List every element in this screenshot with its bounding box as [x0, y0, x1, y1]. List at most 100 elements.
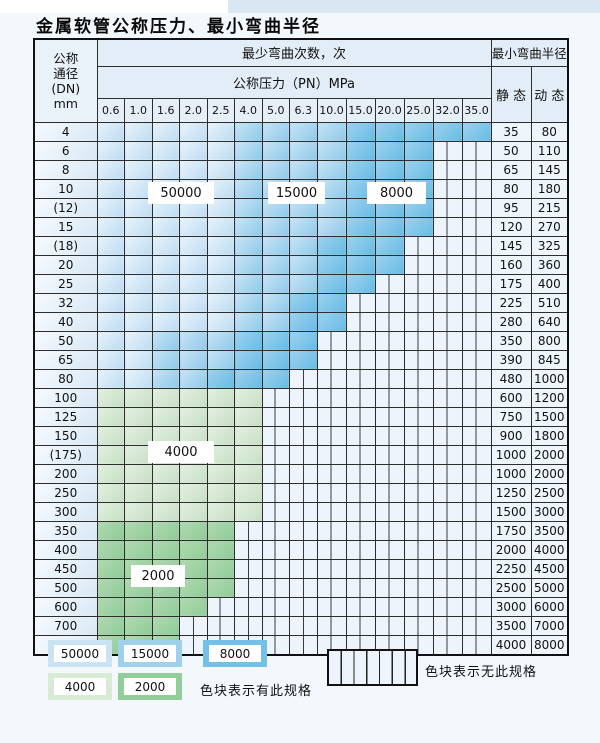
dynamic-column-header: 动 态 — [530, 65, 569, 123]
static-radius-value: 2250 — [490, 558, 532, 579]
no-spec-cell — [403, 311, 434, 332]
spec-cell-15000 — [151, 330, 180, 351]
no-spec-cell — [403, 273, 434, 294]
spec-cell-2000 — [151, 520, 180, 541]
spec-cell-15000 — [234, 273, 263, 294]
dn-label: 700 — [33, 615, 98, 636]
no-spec-cell — [374, 463, 405, 484]
spec-cell-2000 — [206, 520, 235, 541]
spec-cell-15000 — [179, 349, 208, 370]
spec-row: 50 350 800 — [33, 330, 569, 351]
no-spec-cell — [289, 577, 318, 598]
dynamic-radius-value: 325 — [530, 235, 569, 256]
spec-cell-8000 — [316, 273, 347, 294]
spec-cell-15000 — [261, 273, 290, 294]
spec-cell-50000 — [124, 159, 153, 180]
spec-row: 80 480 1000 — [33, 368, 569, 389]
spec-cell-4000 — [206, 463, 235, 484]
no-spec-cell — [289, 634, 318, 655]
dn-label: 15 — [33, 216, 98, 237]
no-spec-cell — [432, 634, 463, 655]
dynamic-radius-value: 6000 — [530, 596, 569, 617]
spec-cell-50000 — [96, 197, 125, 218]
no-spec-cell — [261, 444, 290, 465]
legend-swatch-50000: 50000 — [48, 640, 112, 667]
spec-cell-8000 — [345, 159, 376, 180]
spec-cell-4000 — [151, 406, 180, 427]
dn-header-line: 通径 — [53, 65, 79, 81]
no-spec-cell — [461, 463, 492, 484]
spec-cell-4000 — [124, 387, 153, 408]
no-spec-cell — [289, 482, 318, 503]
no-spec-cell — [403, 539, 434, 560]
spec-cell-15000 — [261, 311, 290, 332]
no-spec-cell — [374, 330, 405, 351]
spec-cell-50000 — [96, 254, 125, 275]
spec-cell-50000 — [124, 311, 153, 332]
spec-cell-15000 — [289, 273, 318, 294]
spec-cell-50000 — [206, 273, 235, 294]
spec-row: 32 225 510 — [33, 292, 569, 313]
spec-cell-8000 — [206, 368, 235, 389]
spec-cell-15000 — [179, 330, 208, 351]
spec-cell-4000 — [96, 444, 125, 465]
spec-cell-2000 — [151, 596, 180, 617]
no-spec-cell — [403, 292, 434, 313]
spec-row: 4 35 80 — [33, 121, 569, 142]
pressure-value-header: 5.0 — [261, 97, 290, 123]
no-spec-cell — [403, 482, 434, 503]
spec-cell-50000 — [206, 216, 235, 237]
static-radius-value: 95 — [490, 197, 532, 218]
spec-cell-4000 — [234, 444, 263, 465]
spec-row: 500 2500 5000 — [33, 577, 569, 598]
no-spec-cell — [374, 444, 405, 465]
spec-cell-4000 — [151, 387, 180, 408]
zone-label-2000: 2000 — [131, 565, 185, 587]
spec-cell-50000 — [206, 140, 235, 161]
spec-cell-15000 — [261, 159, 290, 180]
no-spec-cell — [461, 235, 492, 256]
no-spec-cell — [289, 368, 318, 389]
spec-row: 100 600 1200 — [33, 387, 569, 408]
spec-cell-8000 — [374, 140, 405, 161]
spec-cell-15000 — [234, 235, 263, 256]
spec-cell-8000 — [345, 140, 376, 161]
spec-row: 250 1250 2500 — [33, 482, 569, 503]
legend-label-4000: 4000 — [54, 678, 106, 695]
dn-label: 80 — [33, 368, 98, 389]
spec-cell-4000 — [206, 501, 235, 522]
spec-cell-15000 — [289, 216, 318, 237]
spec-cell-15000 — [234, 311, 263, 332]
static-radius-value: 2000 — [490, 539, 532, 560]
no-spec-cell — [234, 520, 263, 541]
no-spec-cell — [461, 482, 492, 503]
dynamic-radius-value: 2000 — [530, 463, 569, 484]
pressure-value-header: 2.0 — [179, 97, 208, 123]
spec-cell-8000 — [403, 140, 434, 161]
spec-cell-8000 — [261, 349, 290, 370]
no-spec-cell — [403, 615, 434, 636]
no-spec-cell — [345, 539, 376, 560]
dynamic-radius-value: 4000 — [530, 539, 569, 560]
spec-row: 200 1000 2000 — [33, 463, 569, 484]
no-spec-cell — [316, 349, 347, 370]
no-spec-cell — [403, 387, 434, 408]
spec-cell-2000 — [151, 615, 180, 636]
dynamic-radius-value: 215 — [530, 197, 569, 218]
pressure-value-header: 25.0 — [403, 97, 434, 123]
dn-label: (18) — [33, 235, 98, 256]
no-spec-cell — [345, 387, 376, 408]
no-spec-cell — [289, 463, 318, 484]
spec-cell-4000 — [234, 463, 263, 484]
spec-cell-8000 — [316, 292, 347, 313]
spec-cell-15000 — [289, 140, 318, 161]
spec-row: (18) 145 325 — [33, 235, 569, 256]
dynamic-radius-value: 1000 — [530, 368, 569, 389]
pressure-value-header: 1.6 — [151, 97, 180, 123]
spec-cell-50000 — [124, 273, 153, 294]
no-spec-cell — [403, 425, 434, 446]
no-spec-cell — [403, 463, 434, 484]
spec-cell-50000 — [206, 159, 235, 180]
spec-cell-50000 — [96, 330, 125, 351]
